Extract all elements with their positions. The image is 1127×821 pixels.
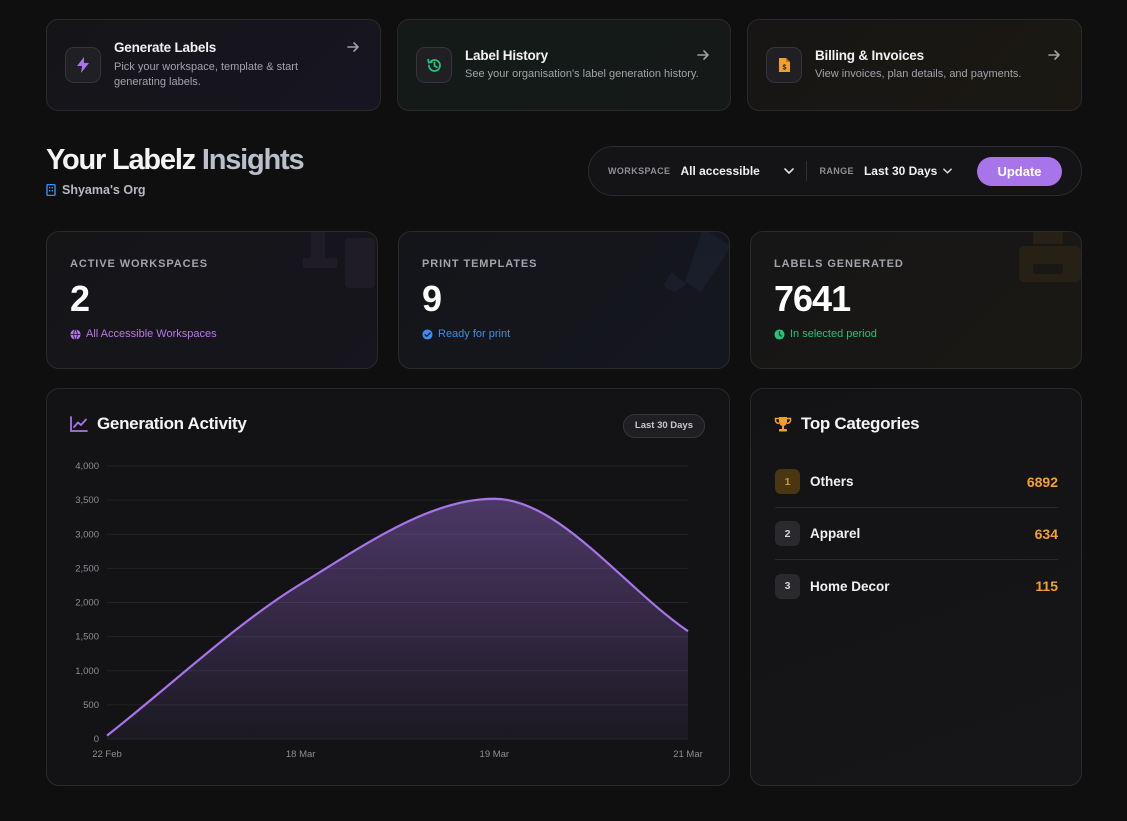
stat-sub: Ready for print — [422, 328, 706, 340]
stat-sub: All Accessible Workspaces — [70, 328, 354, 340]
arrow-right-icon — [697, 48, 710, 64]
rank-badge: 3 — [775, 573, 800, 599]
y-tick-label: 4,000 — [75, 461, 99, 472]
chevron-down-icon — [943, 168, 953, 174]
arrow-right-icon — [347, 40, 360, 56]
category-count: 115 — [1035, 578, 1058, 594]
stat-sub-text: All Accessible Workspaces — [86, 328, 217, 340]
chevron-down-icon — [784, 168, 795, 174]
range-label: RANGE — [819, 166, 854, 176]
update-button[interactable]: Update — [977, 156, 1062, 186]
page-title-accent: Insights — [201, 144, 305, 176]
generate-labels-card[interactable]: Generate Labels Pick your workspace, tem… — [46, 19, 381, 111]
list-item[interactable]: 3 Home Decor 115 — [775, 560, 1058, 612]
bolt-icon — [65, 47, 101, 83]
x-tick-label: 22 Feb — [92, 749, 122, 760]
stat-sub-text: In selected period — [790, 328, 877, 340]
stat-card-templates: PRINT TEMPLATES 9 Ready for print — [398, 231, 730, 369]
category-count: 6892 — [1026, 473, 1058, 490]
globe-icon — [70, 328, 81, 340]
history-icon — [416, 47, 452, 83]
stat-card-labels: LABELS GENERATED 7641 In selected period — [750, 231, 1082, 369]
line-chart-icon — [70, 416, 88, 432]
activity-chart: 0 500 1,000 1,500 2,000 2,500 3,000 3,500 4,000 2… — [75, 461, 703, 760]
generate-labels-desc: Pick your workspace, template & start ge… — [114, 61, 299, 88]
workspace-select[interactable]: All accessible — [670, 164, 795, 178]
org-label: Shyama's Org — [62, 183, 146, 197]
activity-panel: Generation Activity Last 30 Days 0 500 1,0… — [46, 388, 730, 786]
list-item[interactable]: 2 Apparel 634 — [775, 508, 1058, 560]
label-history-desc: See your organisation's label generation… — [465, 68, 699, 80]
page-title: Your Labelz Insights — [46, 144, 305, 177]
printer-bg-icon — [1019, 232, 1081, 282]
stat-value: 7641 — [774, 278, 851, 319]
category-name: Apparel — [810, 526, 861, 541]
category-count: 634 — [1034, 525, 1058, 542]
stat-sub: In selected period — [774, 328, 1058, 340]
range-select[interactable]: Last 30 Days — [854, 164, 953, 178]
range-pill: Last 30 Days — [622, 414, 705, 438]
x-tick-label: 19 Mar — [480, 749, 510, 760]
stat-card-workspaces: ACTIVE WORKSPACES 2 All Accessible Works… — [46, 231, 378, 369]
category-name: Others — [810, 474, 854, 489]
workspace-value: All accessible — [680, 164, 760, 178]
range-value: Last 30 Days — [863, 164, 938, 178]
y-tick-label: 3,000 — [75, 529, 99, 540]
x-tick-label: 21 Mar — [673, 749, 703, 760]
stat-sub-text: Ready for print — [438, 328, 511, 340]
categories-title-text: Top Categories — [801, 414, 920, 433]
categories-panel: Top Categories 1 Others 6892 2 Apparel 6… — [750, 388, 1082, 786]
categories-title: Top Categories — [774, 414, 920, 434]
billing-invoices-card[interactable]: $ Billing & Invoices View invoices, plan… — [747, 19, 1082, 111]
y-tick-label: 500 — [83, 700, 99, 711]
billing-desc: View invoices, plan details, and payment… — [815, 68, 1022, 80]
arrow-right-icon — [1048, 48, 1061, 64]
org-name: Shyama's Org — [46, 183, 146, 197]
y-tick-label: 1,000 — [75, 666, 99, 677]
x-tick-label: 18 Mar — [286, 749, 316, 760]
page-title-main: Your Labelz — [46, 144, 196, 176]
y-tick-label: 3,500 — [75, 495, 99, 506]
generate-labels-title: Generate Labels — [114, 40, 217, 55]
trophy-icon — [774, 416, 792, 431]
y-tick-label: 2,500 — [75, 563, 99, 574]
y-tick-label: 0 — [94, 734, 99, 745]
activity-title: Generation Activity — [70, 414, 247, 434]
list-item[interactable]: 1 Others 6892 — [775, 456, 1058, 508]
workspace-label: WORKSPACE — [608, 166, 671, 176]
invoice-icon: $ — [766, 47, 802, 83]
y-tick-label: 1,500 — [75, 632, 99, 643]
area-fill — [107, 498, 688, 739]
filter-bar: WORKSPACE All accessible RANGE Last 30 D… — [588, 146, 1082, 196]
check-circle-icon — [422, 328, 433, 340]
svg-text:$: $ — [782, 65, 786, 72]
activity-title-text: Generation Activity — [97, 414, 247, 433]
stat-label: PRINT TEMPLATES — [422, 258, 538, 270]
stat-label: LABELS GENERATED — [774, 258, 904, 270]
workspace-bg-icon — [303, 232, 375, 288]
label-history-title: Label History — [465, 48, 548, 63]
rank-badge: 1 — [775, 469, 800, 494]
stat-value: 9 — [422, 278, 442, 319]
brush-bg-icon — [663, 232, 729, 292]
label-history-card[interactable]: Label History See your organisation's la… — [397, 19, 731, 111]
filter-divider — [806, 161, 808, 181]
rank-badge: 2 — [775, 521, 800, 546]
series-line — [106, 497, 689, 737]
stat-label: ACTIVE WORKSPACES — [70, 258, 208, 270]
stat-value: 2 — [70, 278, 90, 319]
building-icon — [46, 184, 56, 196]
categories-list: 1 Others 6892 2 Apparel 634 3 Home Decor… — [775, 456, 1058, 612]
clock-icon — [774, 328, 785, 340]
category-name: Home Decor — [810, 578, 890, 594]
billing-title: Billing & Invoices — [815, 48, 924, 63]
y-tick-label: 2,000 — [75, 598, 99, 609]
